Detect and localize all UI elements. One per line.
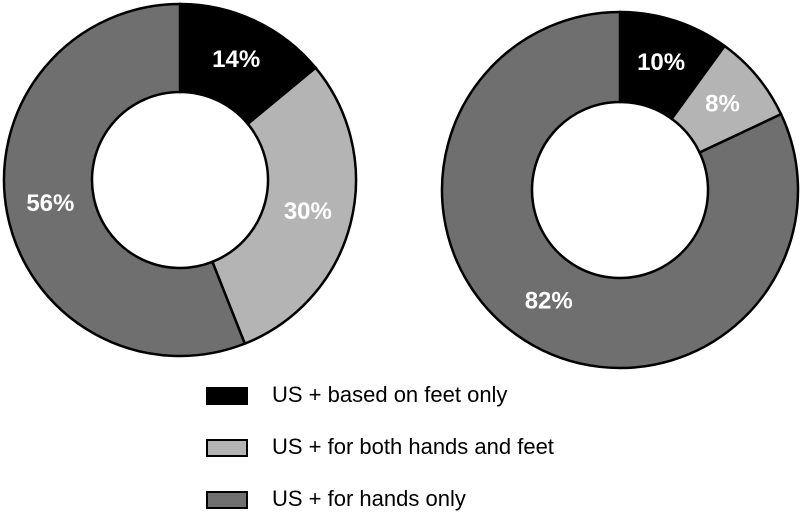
legend-label: US + for both hands and feet [272,434,554,459]
data-label: 8% [705,91,740,118]
data-label: 10% [637,49,685,76]
legend-swatch [206,491,248,509]
legend-swatch [206,439,248,457]
donut-segment [440,10,800,370]
donut-segment [210,66,358,346]
data-label: 30% [284,198,332,225]
donut-segment [178,2,318,126]
legend-swatch [206,387,248,405]
data-label: 82% [525,288,573,315]
data-label: 14% [212,46,260,73]
legend-label: US + for hands only [272,486,466,511]
donut-segment [2,2,247,358]
legend-label: US + based on feet only [272,382,507,407]
data-label: 56% [26,190,74,217]
